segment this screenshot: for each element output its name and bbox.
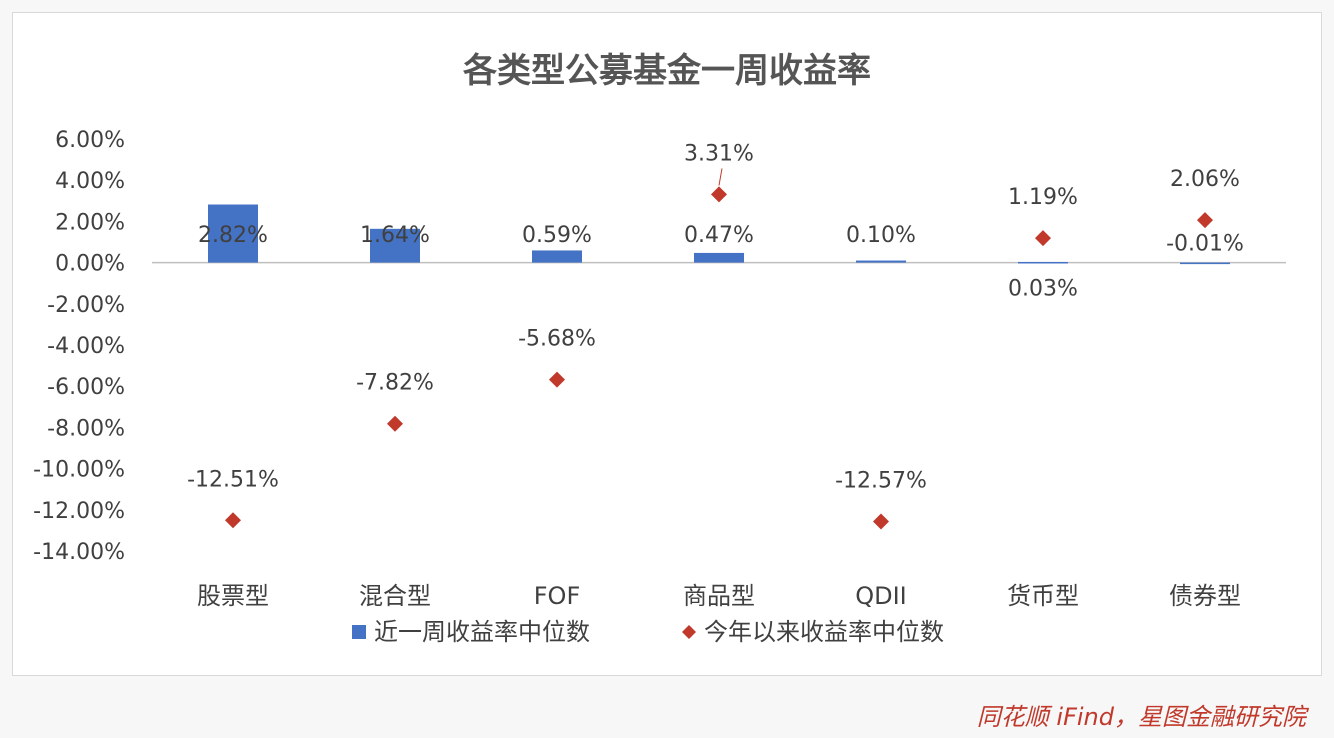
bar: [370, 228, 420, 263]
marker-series: -12.51% -7.82% -5.68% 3.31% -12.57% 1.19% 2.06…: [187, 141, 1240, 530]
x-axis: 股票型 混合型 FOF 商品型 QDII 货币型 债券型: [197, 582, 1241, 610]
bar-data-label: 0.10%: [846, 223, 916, 248]
marker-point: [711, 186, 727, 203]
y-tick-label: -10.00%: [33, 458, 125, 483]
y-tick-label: -2.00%: [47, 293, 125, 318]
y-axis: 6.00% 4.00% 2.00% 0.00% -2.00% -4.00% -6.00% -8…: [33, 128, 125, 565]
marker-data-label: 3.31%: [684, 141, 754, 166]
bar-data-label: 0.47%: [684, 223, 754, 248]
marker-data-label: -7.82%: [356, 371, 434, 396]
marker-data-label: 2.06%: [1170, 167, 1240, 192]
marker-point: [873, 513, 889, 530]
bar: [1018, 261, 1068, 264]
legend-marker-label: 今年以来收益率中位数: [704, 618, 944, 646]
x-tick-label: 商品型: [683, 582, 755, 610]
x-tick-label: 货币型: [1007, 582, 1079, 610]
bar: [208, 204, 258, 263]
y-tick-label: -8.00%: [47, 416, 125, 441]
bar-series: 2.82% 1.64% 0.59% 0.47% 0.10% 0.03% -0.01%: [198, 204, 1244, 302]
y-tick-label: 2.00%: [55, 210, 125, 235]
y-tick-label: 0.00%: [55, 252, 125, 277]
y-tick-label: 4.00%: [55, 169, 125, 194]
x-tick-label: FOF: [534, 582, 581, 610]
source-watermark: 同花顺 iFind，星图金融研究院: [976, 703, 1306, 731]
y-tick-label: 6.00%: [55, 128, 125, 153]
y-tick-label: -14.00%: [33, 540, 125, 565]
y-tick-label: -6.00%: [47, 375, 125, 400]
x-tick-label: 混合型: [359, 582, 431, 610]
marker-point: [387, 415, 403, 432]
legend-bar-label: 近一周收益率中位数: [374, 618, 590, 646]
x-tick-label: 债券型: [1169, 582, 1241, 610]
bar: [694, 252, 744, 263]
x-tick-label: QDII: [855, 582, 907, 610]
bar-data-label: 0.59%: [522, 223, 592, 248]
legend: 近一周收益率中位数 今年以来收益率中位数: [352, 618, 944, 646]
bar-data-label: 2.82%: [198, 223, 268, 248]
marker-data-label: -5.68%: [518, 327, 596, 352]
bar-data-label: 0.03%: [1008, 277, 1078, 302]
leader-line: [718, 168, 723, 186]
x-tick-label: 股票型: [197, 582, 269, 610]
bar: [532, 250, 582, 263]
marker-point: [225, 512, 241, 529]
bar-data-label: 1.64%: [360, 223, 430, 248]
marker-data-label: 1.19%: [1008, 185, 1078, 210]
marker-data-label: -12.57%: [835, 469, 927, 494]
bar-data-label: -0.01%: [1166, 232, 1244, 257]
legend-marker-swatch: [682, 625, 696, 639]
marker-point: [1197, 212, 1213, 229]
bar: [856, 260, 906, 263]
y-tick-label: -12.00%: [33, 499, 125, 524]
chart-panel: [12, 12, 1322, 676]
marker-data-label: -12.51%: [187, 467, 279, 492]
legend-bar-swatch: [352, 625, 366, 639]
marker-point: [1035, 230, 1051, 247]
chart-title: 各类型公募基金一周收益率: [463, 51, 871, 91]
y-tick-label: -4.00%: [47, 334, 125, 359]
marker-point: [549, 371, 565, 388]
bar: [1180, 262, 1230, 265]
